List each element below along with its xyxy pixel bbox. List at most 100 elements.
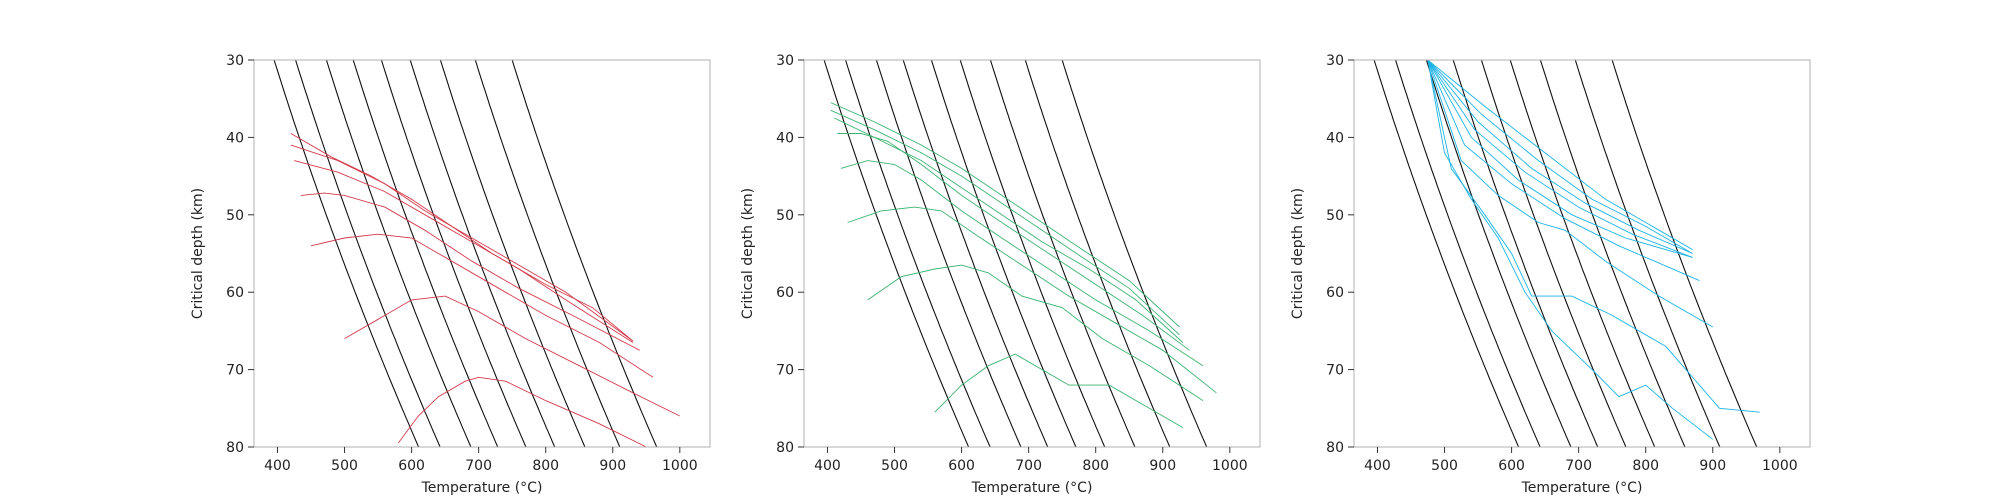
- y-tick-label: 50: [1326, 208, 1344, 224]
- series-line-3: [834, 117, 1184, 343]
- x-tick-label: 1000: [1212, 458, 1248, 474]
- x-tick-label: 400: [1364, 458, 1391, 474]
- series-line-2: [290, 144, 634, 342]
- x-tick-label: 600: [948, 458, 975, 474]
- y-tick-label: 70: [226, 363, 244, 379]
- geotherm-7: [989, 60, 1136, 447]
- geotherm-6: [959, 60, 1106, 447]
- series-line-8: [1374, 60, 1760, 413]
- plot-frame: [803, 59, 1261, 448]
- geotherm-1: [823, 60, 970, 447]
- x-tick-label: 1000: [1762, 458, 1798, 474]
- y-tick-label: 70: [1326, 363, 1344, 379]
- geotherm-9: [1611, 60, 1758, 447]
- geotherm-3: [875, 60, 1022, 447]
- y-axis-label: Critical depth (km): [1290, 188, 1306, 319]
- geotherm-2: [1395, 60, 1541, 447]
- geotherm-curves: [1373, 60, 1758, 447]
- geotherm-8: [1024, 60, 1171, 447]
- geotherm-2: [295, 60, 441, 447]
- geotherm-5: [1480, 60, 1627, 447]
- chart-panel-2: 400 500 600 700 800 900 1000 30 40 50 60 70 80 Temper…: [740, 53, 1261, 496]
- series-line-2: [830, 109, 1180, 336]
- series-line-7: [397, 376, 647, 447]
- series-line-3: [1374, 60, 1693, 254]
- series-line-5: [840, 160, 1204, 367]
- x-tick-label: 700: [1015, 458, 1042, 474]
- series-line-6: [1374, 60, 1700, 282]
- geotherm-9: [1061, 60, 1208, 447]
- x-tick-label: 400: [264, 458, 291, 474]
- x-tick-label: 700: [465, 458, 492, 474]
- geotherm-3: [1425, 60, 1572, 447]
- x-tick-label: 500: [881, 458, 908, 474]
- y-tick-label: 30: [1326, 53, 1344, 69]
- x-tick-label: 400: [814, 458, 841, 474]
- series-line-7: [1374, 60, 1714, 328]
- y-tick-label: 60: [776, 285, 794, 301]
- x-axis-label: Temperature (°C): [1521, 480, 1643, 496]
- y-tick-label: 40: [1326, 130, 1344, 146]
- x-tick-label: 500: [1431, 458, 1458, 474]
- geotherm-curves: [273, 60, 658, 447]
- x-tick-label: 1000: [662, 458, 698, 474]
- x-tick-label: 700: [1565, 458, 1592, 474]
- series-line-5: [1374, 60, 1693, 258]
- y-tick-label: 50: [226, 208, 244, 224]
- geotherm-5: [930, 60, 1077, 447]
- x-tick-label: 600: [398, 458, 425, 474]
- series-line-6: [847, 206, 1217, 394]
- x-tick-label: 800: [1632, 458, 1659, 474]
- series-line-4: [837, 133, 1190, 351]
- x-tick-label: 800: [532, 458, 559, 474]
- y-tick-label: 40: [776, 130, 794, 146]
- series-line-7: [867, 264, 1204, 401]
- x-axis-label: Temperature (°C): [421, 480, 543, 496]
- series-line-2: [1374, 60, 1693, 254]
- series-line-4: [1374, 60, 1693, 258]
- chart-panel-1: 400 500 600 700 800 900 1000 30 40 50 60 70 80 Temper…: [190, 53, 711, 496]
- series-lines: [290, 133, 680, 447]
- geotherm-5: [380, 60, 527, 447]
- plot-frame: [1353, 59, 1811, 448]
- geotherm-6: [1509, 60, 1656, 447]
- chart-panel-3: 400 500 600 700 800 900 1000 30 40 50 60 70 80 Temper…: [1290, 53, 1811, 496]
- geotherm-4: [1452, 60, 1599, 447]
- x-axis-label: Temperature (°C): [971, 480, 1093, 496]
- y-tick-label: 80: [1326, 440, 1344, 456]
- geotherm-2: [845, 60, 991, 447]
- geotherm-3: [325, 60, 472, 447]
- y-axis-label: Critical depth (km): [190, 188, 206, 319]
- geotherm-9: [511, 60, 658, 447]
- y-tick-label: 80: [226, 440, 244, 456]
- geotherm-7: [1539, 60, 1686, 447]
- y-tick-label: 70: [776, 363, 794, 379]
- x-tick-label: 900: [1699, 458, 1726, 474]
- series-line-1: [830, 102, 1180, 328]
- series-line-8: [934, 353, 1184, 428]
- y-tick-label: 60: [226, 285, 244, 301]
- series-line-3: [294, 160, 634, 343]
- geotherm-1: [273, 60, 420, 447]
- geotherm-4: [902, 60, 1049, 447]
- geotherm-4: [352, 60, 499, 447]
- geotherm-1: [1373, 60, 1520, 447]
- y-tick-label: 60: [1326, 285, 1344, 301]
- series-line-1: [1374, 60, 1693, 250]
- y-tick-label: 40: [226, 130, 244, 146]
- x-tick-label: 500: [331, 458, 358, 474]
- x-tick-label: 900: [599, 458, 626, 474]
- y-axis-label: Critical depth (km): [740, 188, 756, 319]
- series-lines: [830, 102, 1217, 428]
- series-line-5: [310, 233, 654, 378]
- plot-frame: [253, 59, 711, 448]
- y-tick-label: 50: [776, 208, 794, 224]
- geotherm-8: [1574, 60, 1721, 447]
- geotherm-6: [409, 60, 556, 447]
- x-tick-label: 800: [1082, 458, 1109, 474]
- series-line-4: [300, 192, 640, 351]
- series-line-6: [344, 295, 680, 417]
- geotherm-7: [439, 60, 586, 447]
- y-tick-label: 80: [776, 440, 794, 456]
